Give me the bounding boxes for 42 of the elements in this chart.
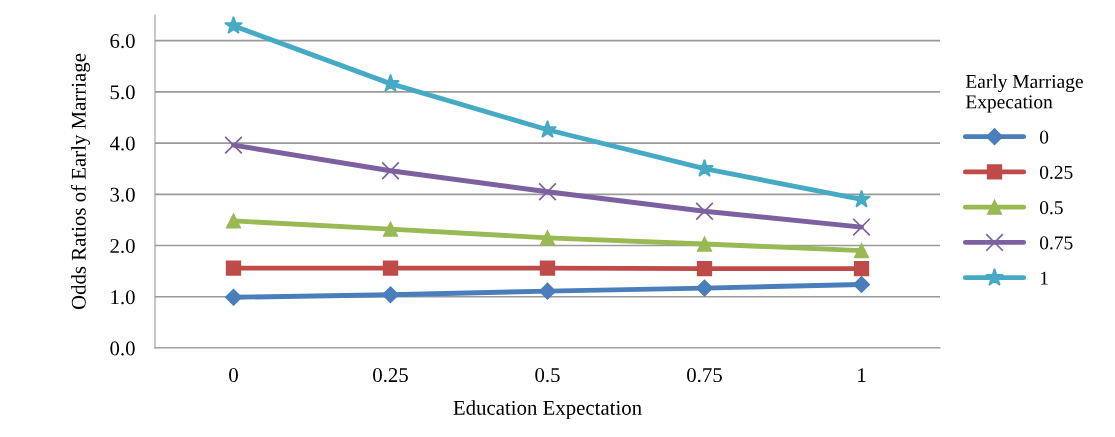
- legend-label: 0.75: [1039, 236, 1073, 250]
- point: [381, 161, 400, 180]
- point: [225, 260, 242, 276]
- point: [539, 260, 556, 276]
- point: [382, 260, 399, 276]
- point: [538, 282, 557, 300]
- x-tick-label: 0.25: [373, 368, 408, 383]
- y-tick-label: 2.0: [110, 238, 135, 254]
- x-tick-label: 1: [858, 368, 866, 382]
- point: [224, 15, 243, 34]
- point: [224, 135, 243, 155]
- y-tick-label: 5.0: [110, 85, 135, 100]
- y-tick-label: 3.0: [110, 187, 135, 202]
- legend-title: Early Marriage Expecation: [965, 74, 1083, 113]
- x-tick-label: 0.5: [535, 368, 560, 383]
- point: [225, 213, 242, 229]
- y-tick-label: 4.0: [109, 136, 135, 151]
- x-tick-label: 0: [229, 368, 238, 383]
- point: [538, 182, 557, 201]
- x-tick-label: 0.75: [687, 368, 722, 383]
- point: [695, 202, 714, 221]
- point: [852, 217, 871, 237]
- x-axis-title: Education Expectation: [453, 400, 642, 420]
- y-tick-label: 6.0: [110, 33, 135, 49]
- point: [853, 260, 870, 277]
- y-axis-title: Odds Ratios of Early Marriage: [70, 53, 91, 310]
- point: [382, 221, 399, 237]
- legend-label: 1: [1040, 271, 1048, 285]
- point: [224, 288, 243, 306]
- y-tick-label: 1.0: [111, 290, 135, 305]
- legend-label: 0: [1039, 130, 1049, 144]
- legend-label: 0.25: [1039, 165, 1073, 180]
- point: [696, 260, 713, 277]
- point: [539, 230, 556, 246]
- y-tick-label: 0.0: [110, 341, 135, 356]
- legend-label: 0.5: [1039, 201, 1063, 215]
- point: [381, 73, 400, 92]
- point: [696, 236, 713, 252]
- point: [852, 275, 871, 294]
- point: [853, 243, 870, 259]
- point: [695, 279, 714, 297]
- point: [852, 189, 871, 208]
